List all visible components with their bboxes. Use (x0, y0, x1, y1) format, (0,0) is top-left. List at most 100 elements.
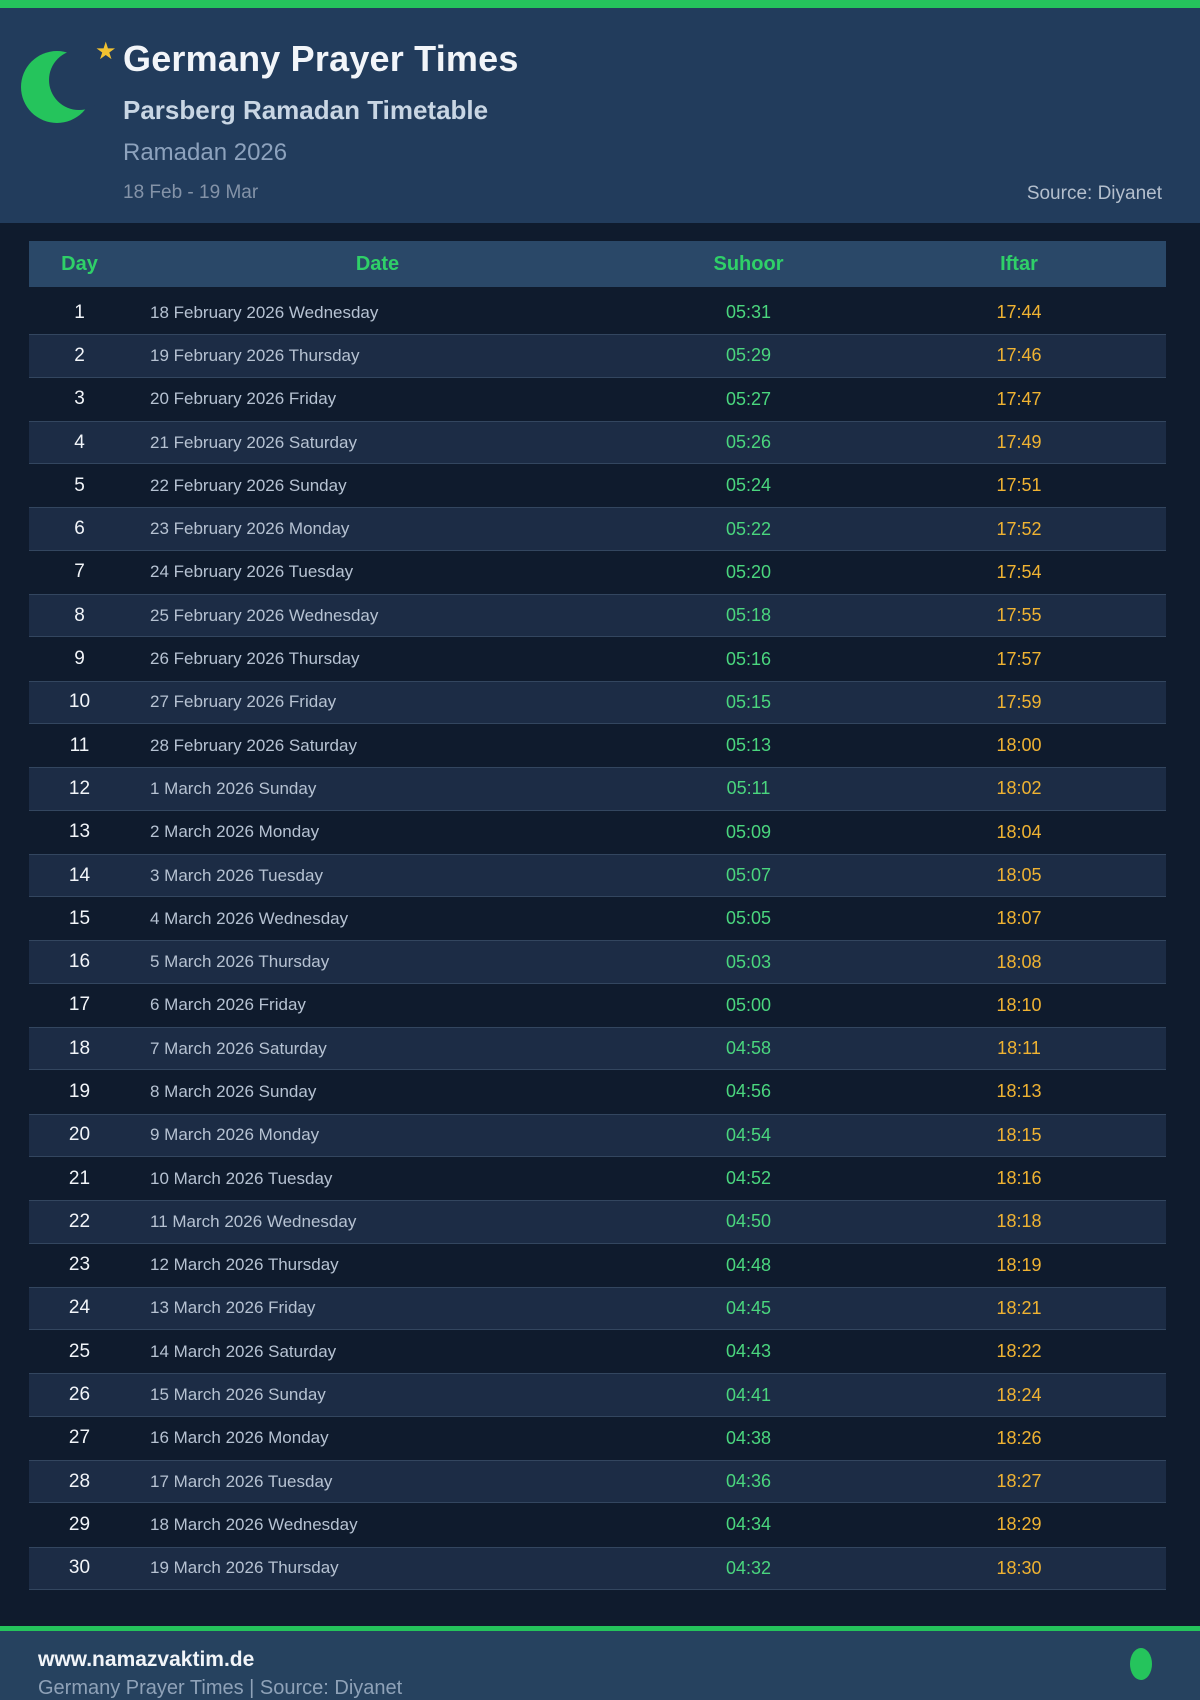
day-cell: 26 (68, 1384, 91, 1406)
suhoor-time-cell: 04:58 (725, 1038, 772, 1059)
day-cell: 14 (68, 864, 91, 886)
suhoor-time-cell: 05:05 (725, 908, 772, 929)
iftar-time-cell: 17:51 (996, 475, 1042, 496)
column-header-date: Date (355, 252, 400, 275)
suhoor-time-cell: 05:18 (725, 605, 772, 626)
iftar-time-cell: 18:00 (996, 735, 1042, 756)
suhoor-time-cell: 05:13 (725, 735, 772, 756)
table-row: 7 24 February 2026 Tuesday 05:20 17:54 (29, 551, 1166, 594)
day-cell: 25 (68, 1340, 91, 1362)
suhoor-time-cell: 04:36 (725, 1471, 772, 1492)
iftar-time-cell: 18:08 (996, 951, 1042, 972)
prayer-times-table: Day Date Suhoor Iftar 1 18 February 2026 … (29, 241, 1166, 1590)
day-cell: 9 (74, 648, 85, 670)
crescent-moon-icon (21, 50, 95, 123)
day-cell: 10 (68, 691, 91, 713)
suhoor-time-cell: 05:03 (725, 951, 772, 972)
table-row: 1 18 February 2026 Wednesday 05:31 17:44 (29, 291, 1166, 334)
day-cell: 21 (68, 1167, 91, 1189)
date-cell: 9 March 2026 Monday (150, 1125, 320, 1145)
table-row: 2 19 February 2026 Thursday 05:29 17:46 (29, 334, 1166, 378)
column-header-day: Day (61, 252, 98, 275)
iftar-time-cell: 17:55 (996, 605, 1042, 626)
website-url: www.namazvaktim.de (38, 1648, 255, 1671)
date-cell: 5 March 2026 Thursday (150, 952, 330, 972)
day-cell: 27 (68, 1427, 91, 1449)
table-row: 28 17 March 2026 Tuesday 04:36 18:27 (29, 1460, 1166, 1504)
header-text-block: Germany Prayer Times Parsberg Ramadan Ti… (123, 38, 519, 204)
date-cell: 25 February 2026 Wednesday (150, 605, 379, 625)
iftar-time-cell: 17:54 (996, 561, 1042, 582)
table-row: 13 2 March 2026 Monday 05:09 18:04 (29, 811, 1166, 854)
iftar-time-cell: 17:52 (996, 518, 1042, 539)
date-cell: 17 March 2026 Tuesday (150, 1471, 333, 1491)
table-row: 30 19 March 2026 Thursday 04:32 18:30 (29, 1546, 1166, 1590)
suhoor-time-cell: 05:09 (725, 821, 772, 842)
iftar-time-cell: 18:19 (996, 1254, 1042, 1275)
day-cell: 12 (68, 777, 91, 799)
suhoor-time-cell: 04:41 (725, 1384, 772, 1405)
column-header-suhoor: Suhoor (713, 252, 784, 275)
day-cell: 7 (74, 561, 85, 583)
table-row: 6 23 February 2026 Monday 05:22 17:52 (29, 507, 1166, 551)
date-cell: 13 March 2026 Friday (150, 1298, 316, 1318)
column-header-iftar: Iftar (1000, 252, 1038, 275)
date-cell: 12 March 2026 Thursday (150, 1255, 339, 1275)
day-cell: 4 (74, 431, 85, 453)
date-cell: 10 March 2026 Tuesday (150, 1168, 333, 1188)
page-footer: www.namazvaktim.de Germany Prayer Times … (0, 1631, 1200, 1700)
iftar-time-cell: 17:44 (996, 302, 1042, 323)
table-row: 4 21 February 2026 Saturday 05:26 17:49 (29, 420, 1166, 465)
date-cell: 2 March 2026 Monday (150, 822, 320, 842)
table-row: 5 22 February 2026 Sunday 05:24 17:51 (29, 464, 1166, 507)
suhoor-time-cell: 05:31 (725, 302, 772, 323)
suhoor-time-cell: 05:07 (725, 865, 772, 885)
table-row: 20 9 March 2026 Monday 04:54 18:15 (29, 1113, 1166, 1157)
day-cell: 11 (69, 734, 90, 756)
date-cell: 1 March 2026 Sunday (150, 778, 317, 798)
suhoor-time-cell: 05:15 (725, 691, 772, 712)
day-cell: 28 (68, 1470, 91, 1492)
iftar-time-cell: 18:13 (996, 1081, 1042, 1102)
iftar-time-cell: 18:21 (996, 1297, 1042, 1318)
date-cell: 27 February 2026 Friday (150, 692, 337, 712)
iftar-time-cell: 18:22 (996, 1341, 1042, 1362)
iftar-time-cell: 18:02 (996, 778, 1042, 799)
date-cell: 18 March 2026 Wednesday (150, 1514, 358, 1534)
table-row: 8 25 February 2026 Wednesday 05:18 17:55 (29, 594, 1166, 638)
iftar-time-cell: 18:05 (996, 865, 1042, 885)
page-header: ★ Germany Prayer Times Parsberg Ramadan … (0, 8, 1200, 223)
table-row: 16 5 March 2026 Thursday 05:03 18:08 (29, 940, 1166, 984)
iftar-time-cell: 18:10 (996, 994, 1042, 1015)
table-row: 10 27 February 2026 Friday 05:15 17:59 (29, 680, 1166, 724)
day-cell: 24 (68, 1297, 91, 1319)
date-cell: 18 February 2026 Wednesday (150, 302, 379, 322)
footer-accent-line (0, 1626, 1200, 1631)
iftar-time-cell: 18:15 (996, 1124, 1042, 1145)
iftar-time-cell: 18:11 (997, 1038, 1041, 1059)
date-cell: 20 February 2026 Friday (150, 389, 337, 409)
date-cell: 14 March 2026 Saturday (150, 1341, 337, 1361)
date-cell: 19 February 2026 Thursday (150, 345, 360, 365)
table-row: 9 26 February 2026 Thursday 05:16 17:57 (29, 637, 1166, 680)
date-cell: 22 February 2026 Sunday (150, 475, 347, 495)
table-row: 24 13 March 2026 Friday 04:45 18:21 (29, 1286, 1166, 1331)
suhoor-time-cell: 05:00 (725, 994, 772, 1015)
suhoor-time-cell: 05:26 (725, 432, 772, 453)
iftar-time-cell: 17:49 (996, 432, 1042, 453)
suhoor-time-cell: 05:11 (726, 778, 771, 799)
table-row: 21 10 March 2026 Tuesday 04:52 18:16 (29, 1157, 1166, 1200)
suhoor-time-cell: 04:52 (725, 1168, 772, 1189)
day-cell: 6 (74, 518, 85, 540)
table-header-row: Day Date Suhoor Iftar (29, 241, 1166, 291)
iftar-time-cell: 18:27 (996, 1471, 1042, 1492)
date-cell: 4 March 2026 Wednesday (150, 908, 349, 928)
suhoor-time-cell: 04:43 (725, 1341, 772, 1362)
table-row: 22 11 March 2026 Wednesday 04:50 18:18 (29, 1200, 1166, 1244)
suhoor-time-cell: 04:56 (725, 1081, 772, 1102)
suhoor-time-cell: 05:24 (725, 475, 772, 496)
source-label: Source: Diyanet (1026, 183, 1162, 204)
iftar-time-cell: 18:07 (996, 908, 1042, 929)
date-cell: 3 March 2026 Tuesday (150, 865, 323, 885)
table-row: 12 1 March 2026 Sunday 05:11 18:02 (29, 767, 1166, 811)
